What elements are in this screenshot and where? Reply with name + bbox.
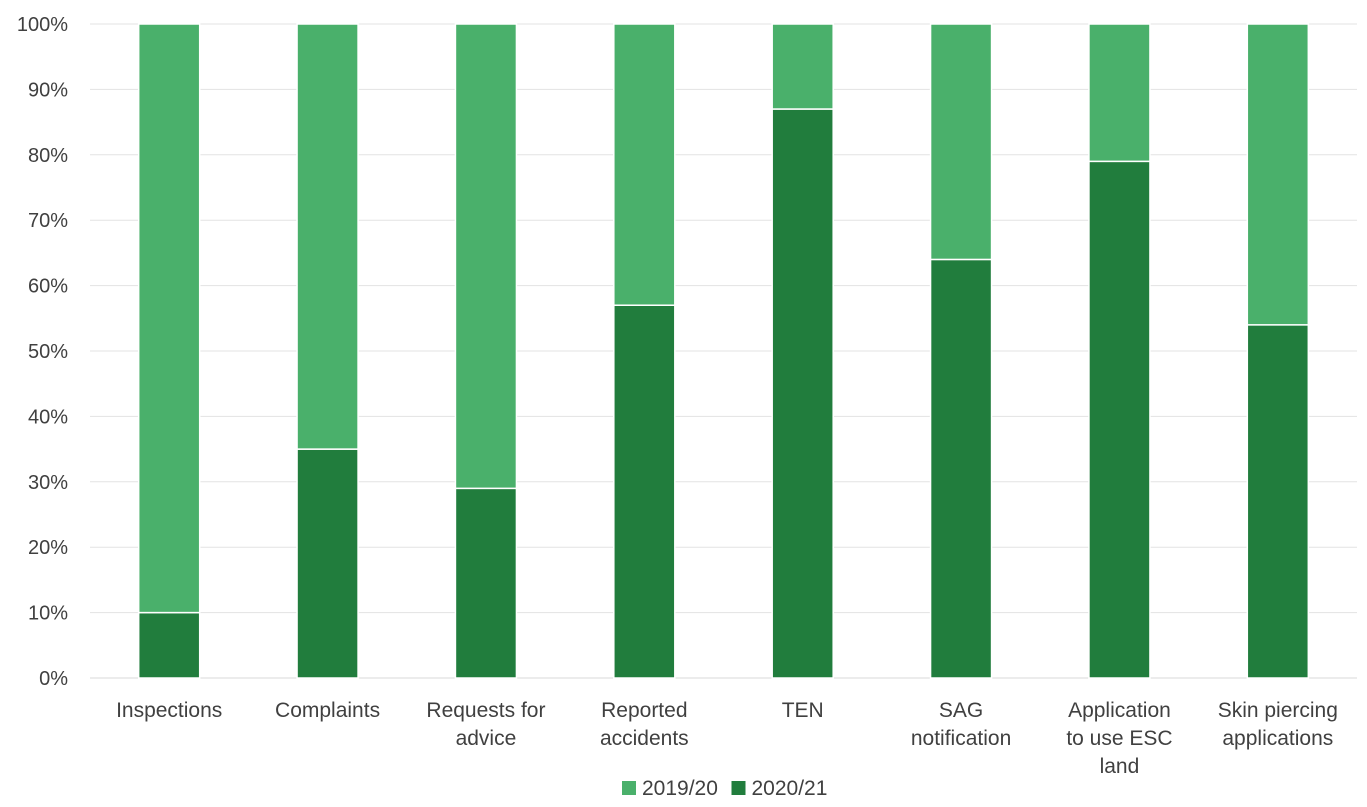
- bar-segment: [929, 23, 993, 261]
- x-axis-category-labels: Inspections Complaints Requests for advice R…: [116, 699, 1338, 778]
- bar-segment: [1088, 23, 1151, 163]
- x-category-label: Requests for advice: [426, 699, 545, 750]
- bars: [137, 23, 1310, 679]
- bar-segment: [1246, 23, 1310, 326]
- bar-segment: [929, 258, 993, 679]
- legend: 2019/20 2020/21: [622, 777, 827, 800]
- bar-segment: [771, 23, 834, 110]
- bar-segment: [771, 108, 834, 679]
- y-tick-label: 40%: [28, 406, 68, 428]
- x-category-label: Reported accidents: [600, 699, 689, 750]
- bar-segment: [1088, 160, 1151, 679]
- x-category-label: SAG notification: [911, 699, 1011, 750]
- y-tick-label: 90%: [28, 79, 68, 101]
- x-category-label: Complaints: [275, 699, 380, 722]
- y-tick-label: 50%: [28, 341, 68, 363]
- gridlines: [90, 23, 1357, 679]
- bar-segment: [296, 23, 359, 450]
- x-category-label: Skin piercing applications: [1218, 699, 1338, 750]
- y-tick-label: 80%: [28, 145, 68, 167]
- legend-swatch: [731, 781, 746, 795]
- bar-segment: [137, 23, 201, 614]
- y-axis-tick-labels: 0% 10% 20% 30% 40% 50% 60% 70% 80% 90% 100%: [17, 14, 68, 690]
- y-tick-label: 0%: [39, 668, 68, 690]
- x-category-label: Inspections: [116, 699, 222, 722]
- bar-segment: [137, 611, 201, 679]
- x-category-label: Application to use ESC land: [1066, 699, 1172, 778]
- bar-segment: [613, 23, 676, 306]
- y-tick-label: 10%: [28, 603, 68, 625]
- y-tick-label: 100%: [17, 14, 68, 36]
- bar-segment: [296, 448, 359, 679]
- y-tick-label: 60%: [28, 276, 68, 298]
- legend-label: 2020/21: [752, 777, 828, 800]
- bar-segment: [454, 23, 518, 490]
- y-tick-label: 70%: [28, 210, 68, 232]
- bar-segment: [1246, 324, 1310, 679]
- y-tick-label: 20%: [28, 537, 68, 559]
- y-tick-label: 30%: [28, 472, 68, 494]
- bar-segment: [613, 304, 676, 679]
- bar-segment: [454, 487, 518, 679]
- legend-swatch: [622, 781, 636, 795]
- x-category-label: TEN: [782, 699, 824, 722]
- legend-label: 2019/20: [642, 777, 718, 800]
